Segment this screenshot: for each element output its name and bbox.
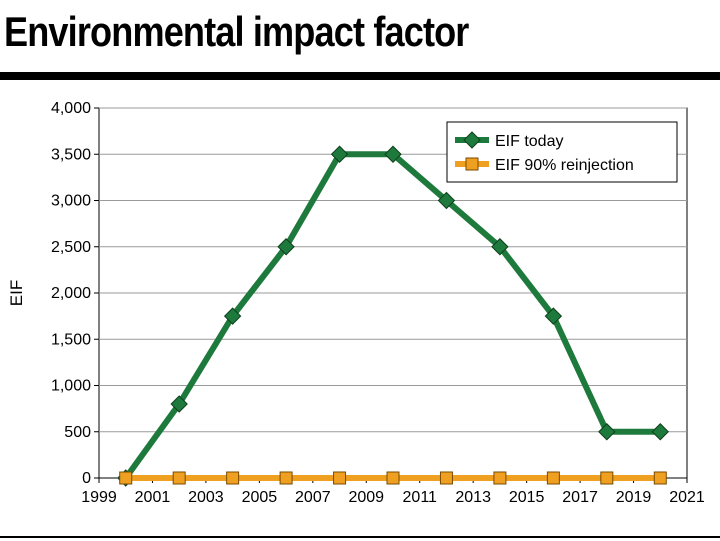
y-tick-label: 4,000 (51, 100, 91, 117)
x-tick-label: 2009 (348, 489, 384, 506)
x-tick-label: 2021 (669, 489, 705, 506)
legend: EIF today EIF 90% reinjection (446, 121, 678, 183)
square-marker (653, 471, 667, 485)
chart-title: Environmental impact factor (4, 8, 469, 55)
x-tick-label: 2003 (188, 489, 224, 506)
y-axis-ticks: 0 500 1,000 1,500 2,000 2,500 3,000 3,500 4,000 (51, 100, 99, 487)
title-rule (0, 72, 720, 80)
diamond-marker (544, 307, 563, 325)
square-marker (172, 471, 186, 485)
y-tick-label: 3,500 (51, 146, 91, 163)
series-layer (117, 145, 669, 487)
y-axis-title: EIF (7, 280, 26, 306)
series-2 (119, 471, 667, 485)
x-tick-label: 2005 (242, 489, 278, 506)
diamond-marker (651, 423, 669, 441)
square-marker (600, 471, 614, 485)
bottom-rule (0, 536, 720, 538)
diamond-marker (598, 423, 616, 441)
x-tick-label: 2015 (509, 489, 545, 506)
square-marker (465, 157, 479, 171)
y-tick-label: 1,000 (51, 378, 91, 395)
diamond-marker (277, 238, 295, 256)
diamond-marker (463, 131, 481, 149)
diamond-marker (330, 145, 349, 163)
x-tick-label: 2013 (455, 489, 491, 506)
x-tick-label: 2001 (135, 489, 171, 506)
diamond-marker (384, 145, 402, 163)
x-tick-label: 2017 (562, 489, 598, 506)
diamond-marker (170, 395, 188, 413)
square-marker (119, 471, 133, 485)
square-marker (439, 471, 453, 485)
y-tick-label: 0 (82, 470, 91, 487)
line-chart: 05001,0001,5002,0002,5003,0003,5004,000 … (7, 100, 705, 506)
x-tick-label: 2007 (295, 489, 331, 506)
y-tick-label: 2,000 (51, 285, 91, 302)
y-tick-label: 500 (64, 424, 91, 441)
legend-label: EIF 90% reinjection (495, 157, 634, 174)
y-tick-label: 2,500 (51, 239, 91, 256)
square-marker (333, 471, 347, 485)
square-marker (386, 471, 400, 485)
square-marker (226, 471, 240, 485)
diamond-marker (491, 238, 509, 256)
diamond-marker (223, 307, 242, 325)
square-marker (546, 471, 560, 485)
y-tick-label: 1,500 (51, 331, 91, 348)
legend-item: EIF 90% reinjection (455, 157, 634, 174)
legend-box (446, 121, 678, 183)
series-1 (117, 145, 669, 487)
square-marker (279, 471, 293, 485)
x-tick-label: 2019 (616, 489, 652, 506)
legend-item: EIF today (455, 131, 563, 150)
y-tick-label: 3,000 (51, 193, 91, 210)
x-axis-ticks: 1999 2001 2003 2005 2007 2009 2011 2013 2015 2017… (81, 478, 705, 506)
x-tick-label: 2011 (403, 489, 438, 506)
square-marker (493, 471, 507, 485)
x-tick-label: 1999 (81, 489, 117, 506)
diamond-marker (437, 191, 456, 210)
legend-label: EIF today (495, 133, 563, 150)
